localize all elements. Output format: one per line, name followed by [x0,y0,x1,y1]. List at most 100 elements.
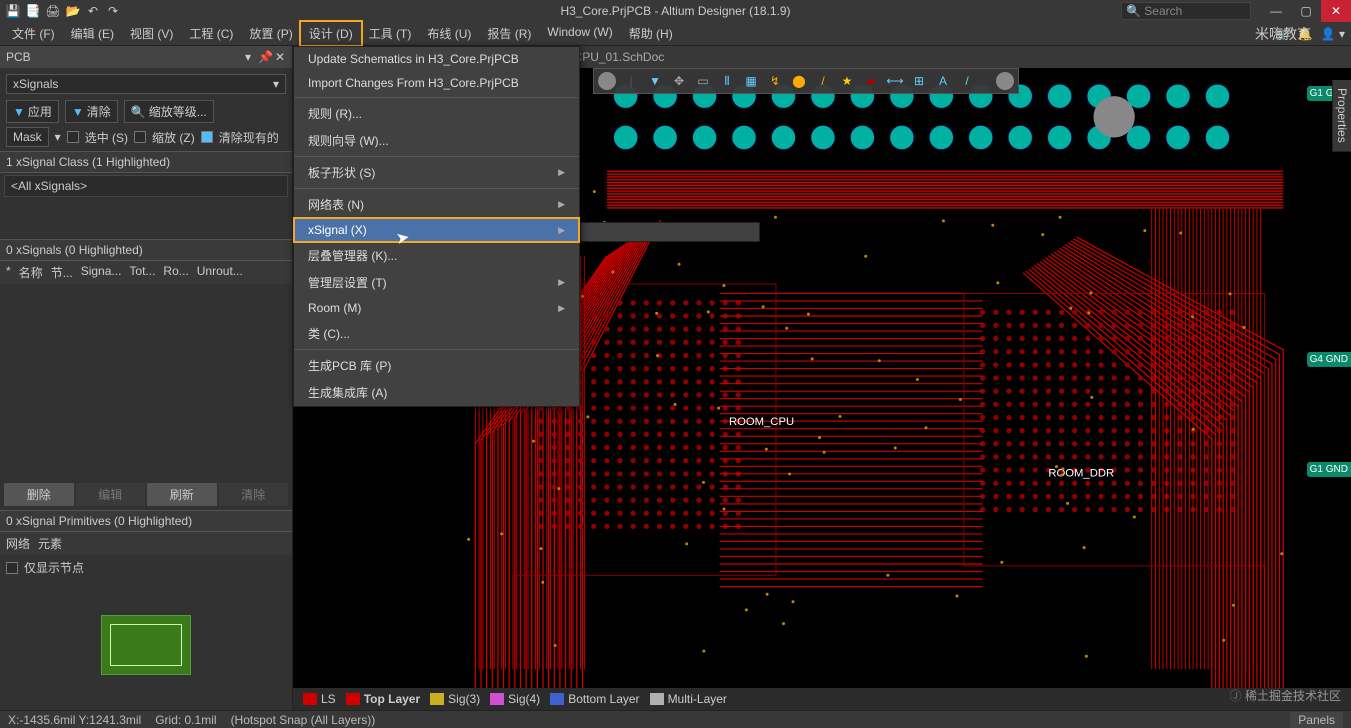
trace-icon[interactable]: / [814,72,832,90]
menu-e[interactable]: 编辑 (E) [63,22,122,45]
menu-u[interactable]: 布线 (U) [419,22,479,45]
panel-dropdown-icon[interactable]: ▾ [242,50,254,64]
search-input[interactable]: 🔍 Search [1121,2,1251,20]
menu-item------n-[interactable]: 网络表 (N)▶ [294,191,579,218]
xsignal-submenu[interactable] [580,222,760,242]
panel-title: PCB [6,50,31,64]
line-icon[interactable]: / [958,72,976,90]
menu-item---pcb----p-[interactable]: 生成PCB 库 (P) [294,352,579,379]
user-icon[interactable]: 👤 ▾ [1321,27,1345,41]
open-icon[interactable]: 📑 [26,4,40,18]
xsignal-class-item[interactable]: <All xSignals> [4,175,288,197]
dim-icon[interactable]: ⟷ [886,72,904,90]
menu-c[interactable]: 工程 (C) [181,22,241,45]
search-icon: 🔍 [1126,4,1141,18]
measure-icon[interactable]: ⊞ [910,72,928,90]
menu-windoww[interactable]: Window (W) [539,22,620,45]
panel-mode-dropdown[interactable]: xSignals ▾ [6,74,286,94]
menu-item-------w----[interactable]: 规则向导 (W)... [294,127,579,154]
menu-item--------t-[interactable]: 管理层设置 (T)▶ [294,269,579,296]
statusbar: X:-1435.6mil Y:1241.3mil Grid: 0.1mil (H… [0,710,1351,728]
panel-pin-icon[interactable]: 📌 [258,50,270,64]
menu-item-room--m-[interactable]: Room (M)▶ [294,296,579,320]
menu-item-----r----[interactable]: 规则 (R)... [294,100,579,127]
delete-button[interactable]: 删除 [4,483,74,506]
menu-p[interactable]: 放置 (P) [241,22,300,45]
layer-tab-toplayer[interactable]: Top Layer [346,692,420,706]
submenu-arrow-icon: ▶ [558,167,565,178]
titlebar: 💾 📑 🖨 📂 ↶ ↷ H3_Core.PrjPCB - Altium Desi… [0,0,1351,22]
menu-v[interactable]: 视图 (V) [122,22,181,45]
xsignal-class-header: 1 xSignal Class (1 Highlighted) [0,151,292,173]
redo-icon[interactable]: ↷ [106,4,120,18]
maximize-button[interactable]: ▢ [1291,0,1321,22]
select-checkbox[interactable] [67,131,79,143]
window-title: H3_Core.PrjPCB - Altium Designer (18.1.9… [560,4,790,18]
minimize-button[interactable]: — [1261,0,1291,22]
menu-item-import-changes-from-h3_core-prjpcb[interactable]: Import Changes From H3_Core.PrjPCB [294,71,579,95]
panels-button[interactable]: Panels [1290,712,1343,728]
apply-button[interactable]: ▼应用 [6,100,59,123]
layer-tab-multilayer[interactable]: Multi-Layer [650,692,727,706]
menu-item-xsignal--x-[interactable]: xSignal (X)▶ [294,218,579,242]
grid-icon[interactable]: ▦ [742,72,760,90]
titlebar-quick-icons: 💾 📑 🖨 📂 ↶ ↷ [0,4,120,18]
text-icon[interactable]: A [934,72,952,90]
pcb-panel: PCB ▾ 📌 ✕ xSignals ▾ ▼应用 ▼清除 🔍缩放等级... Ma… [0,46,293,710]
properties-tab[interactable]: Properties [1332,80,1351,152]
layer-tab-ls[interactable]: LS [303,692,336,706]
pcb-toolbar: | ▼ ✥ ▭ ⫴ ▦ ↯ ⬤ / ★ ▰ ⟷ ⊞ A / [593,68,1019,94]
layer-tab-sig3[interactable]: Sig(3) [430,692,480,706]
gnd-tag: G4 GND [1307,352,1351,367]
status-coords: X:-1435.6mil Y:1241.3mil [8,713,141,727]
align-icon[interactable]: ⫴ [718,72,736,90]
primitives-columns: 网络 元素 [0,532,292,555]
design-menu: Update Schematics in H3_Core.PrjPCBImpor… [293,46,580,407]
menu-item-------s-[interactable]: 板子形状 (S)▶ [294,159,579,186]
save-icon[interactable]: 💾 [6,4,20,18]
chevron-down-icon[interactable]: ▾ [55,130,61,144]
menu-item-update-schematics-in-h3_core-prjpcb[interactable]: Update Schematics in H3_Core.PrjPCB [294,47,579,71]
route-icon[interactable]: ↯ [766,72,784,90]
nodes-only-checkbox[interactable] [6,562,18,574]
via-icon[interactable]: ⬤ [790,72,808,90]
layer-tab-sig4[interactable]: Sig(4) [490,692,540,706]
submenu-arrow-icon: ▶ [558,303,565,314]
submenu-arrow-icon: ▶ [558,277,565,288]
zoom-checkbox[interactable] [134,131,146,143]
close-button[interactable]: ✕ [1321,0,1351,22]
menu-item--------k----[interactable]: 层叠管理器 (K)... [294,242,579,269]
menu-f[interactable]: 文件 (F) [4,22,63,45]
menu-item--------a-[interactable]: 生成集成库 (A) [294,379,579,406]
menu-h[interactable]: 帮助 (H) [621,22,681,45]
panel-close-icon[interactable]: ✕ [274,50,286,64]
zoom-level-button[interactable]: 🔍缩放等级... [124,100,214,123]
move-icon[interactable]: ✥ [670,72,688,90]
submenu-arrow-icon: ▶ [558,199,565,210]
menu-item----c----[interactable]: 类 (C)... [294,320,579,347]
pad-tool2-icon[interactable] [996,72,1014,90]
print-icon[interactable]: 🖨 [46,4,60,18]
menu-r[interactable]: 报告 (R) [479,22,539,45]
select-icon[interactable]: ▭ [694,72,712,90]
menu-d[interactable]: 设计 (D) [301,22,361,45]
layer-tab-bottomlayer[interactable]: Bottom Layer [550,692,639,706]
refresh-button[interactable]: 刷新 [147,483,217,506]
clear-existing-checkbox[interactable] [201,131,213,143]
svg-text:ROOM_DDR: ROOM_DDR [1048,468,1114,480]
xsignals-columns: *名称节...Signa...Tot...Ro...Unrout... [0,261,292,284]
filter-icon[interactable]: ▼ [646,72,664,90]
primitives-header: 0 xSignal Primitives (0 Highlighted) [0,510,292,532]
clear2-button[interactable]: 清除 [219,483,289,506]
clear-button[interactable]: ▼清除 [65,100,118,123]
pad-tool-icon[interactable] [598,72,616,90]
pcb-preview [0,580,292,710]
star-icon[interactable]: ★ [838,72,856,90]
poly-icon[interactable]: ▰ [862,72,880,90]
xsignals-header: 0 xSignals (0 Highlighted) [0,239,292,261]
edit-button[interactable]: 编辑 [76,483,146,506]
menu-t[interactable]: 工具 (T) [361,22,420,45]
undo-icon[interactable]: ↶ [86,4,100,18]
folder-icon[interactable]: 📂 [66,4,80,18]
status-grid: Grid: 0.1mil [155,713,216,727]
